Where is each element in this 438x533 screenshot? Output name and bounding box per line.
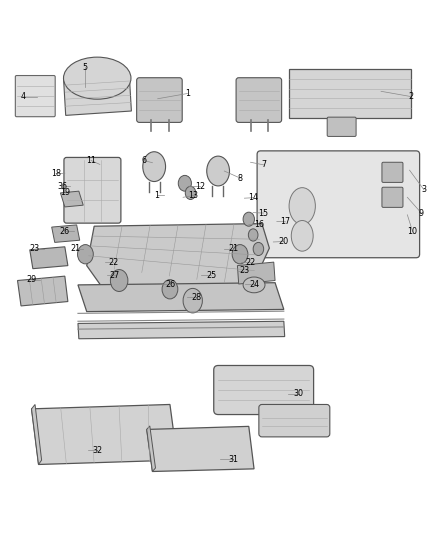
Text: 26: 26 — [165, 279, 175, 288]
Polygon shape — [30, 247, 68, 269]
FancyBboxPatch shape — [382, 187, 403, 207]
FancyBboxPatch shape — [137, 78, 182, 123]
Text: 23: 23 — [239, 266, 250, 276]
Text: 5: 5 — [83, 63, 88, 72]
Polygon shape — [147, 426, 254, 472]
Text: 21: 21 — [228, 245, 238, 254]
Text: 27: 27 — [110, 271, 120, 280]
FancyBboxPatch shape — [257, 151, 420, 258]
Text: 28: 28 — [191, 293, 201, 302]
Text: 3: 3 — [421, 185, 427, 195]
Ellipse shape — [243, 212, 254, 226]
Text: 31: 31 — [228, 455, 238, 464]
Ellipse shape — [253, 243, 264, 255]
Text: 20: 20 — [279, 237, 289, 246]
FancyBboxPatch shape — [214, 366, 314, 415]
Polygon shape — [52, 225, 80, 243]
Polygon shape — [32, 405, 42, 464]
Text: 22: 22 — [245, 257, 256, 266]
Polygon shape — [32, 405, 177, 464]
Ellipse shape — [143, 152, 166, 182]
Ellipse shape — [291, 221, 313, 251]
Polygon shape — [60, 191, 83, 207]
Polygon shape — [78, 282, 284, 312]
Ellipse shape — [64, 57, 131, 99]
Ellipse shape — [207, 156, 230, 186]
Ellipse shape — [289, 188, 315, 224]
Text: 9: 9 — [419, 208, 424, 217]
Ellipse shape — [183, 288, 202, 313]
Ellipse shape — [243, 277, 265, 293]
Text: 21: 21 — [71, 245, 81, 254]
Text: 36: 36 — [58, 182, 67, 191]
Text: 6: 6 — [141, 156, 146, 165]
Text: 30: 30 — [294, 389, 304, 398]
Ellipse shape — [110, 270, 128, 292]
Text: 29: 29 — [27, 275, 37, 284]
Ellipse shape — [232, 245, 248, 264]
Text: 1: 1 — [154, 191, 159, 199]
Text: 13: 13 — [189, 191, 198, 200]
Polygon shape — [18, 276, 68, 306]
Polygon shape — [289, 69, 411, 118]
Text: 18: 18 — [51, 169, 61, 178]
Text: 7: 7 — [261, 160, 266, 169]
Polygon shape — [147, 426, 155, 472]
Ellipse shape — [185, 187, 196, 199]
Text: 17: 17 — [280, 217, 291, 227]
Text: 14: 14 — [248, 193, 258, 202]
Polygon shape — [78, 321, 285, 339]
Text: 15: 15 — [258, 208, 269, 217]
FancyBboxPatch shape — [327, 117, 356, 136]
Text: 24: 24 — [250, 279, 260, 288]
Text: 32: 32 — [92, 446, 102, 455]
Text: 1: 1 — [185, 89, 190, 98]
Ellipse shape — [178, 175, 191, 191]
Polygon shape — [64, 74, 131, 115]
Text: 11: 11 — [86, 156, 96, 165]
FancyBboxPatch shape — [259, 405, 330, 437]
Text: 26: 26 — [60, 227, 70, 236]
Text: 25: 25 — [206, 271, 216, 280]
FancyBboxPatch shape — [236, 78, 282, 123]
Text: 8: 8 — [237, 174, 243, 182]
Text: 22: 22 — [108, 257, 118, 266]
Text: 4: 4 — [20, 92, 25, 101]
Text: 10: 10 — [408, 227, 417, 236]
Text: 12: 12 — [195, 182, 206, 191]
FancyBboxPatch shape — [64, 157, 121, 223]
Polygon shape — [87, 223, 269, 288]
Text: 16: 16 — [254, 220, 264, 229]
Text: 23: 23 — [29, 245, 39, 254]
Ellipse shape — [162, 280, 178, 299]
FancyBboxPatch shape — [15, 76, 55, 117]
Polygon shape — [237, 262, 275, 284]
FancyBboxPatch shape — [382, 162, 403, 182]
Text: 19: 19 — [60, 188, 70, 197]
Text: 2: 2 — [408, 92, 413, 101]
Ellipse shape — [78, 245, 93, 264]
Ellipse shape — [248, 229, 258, 241]
